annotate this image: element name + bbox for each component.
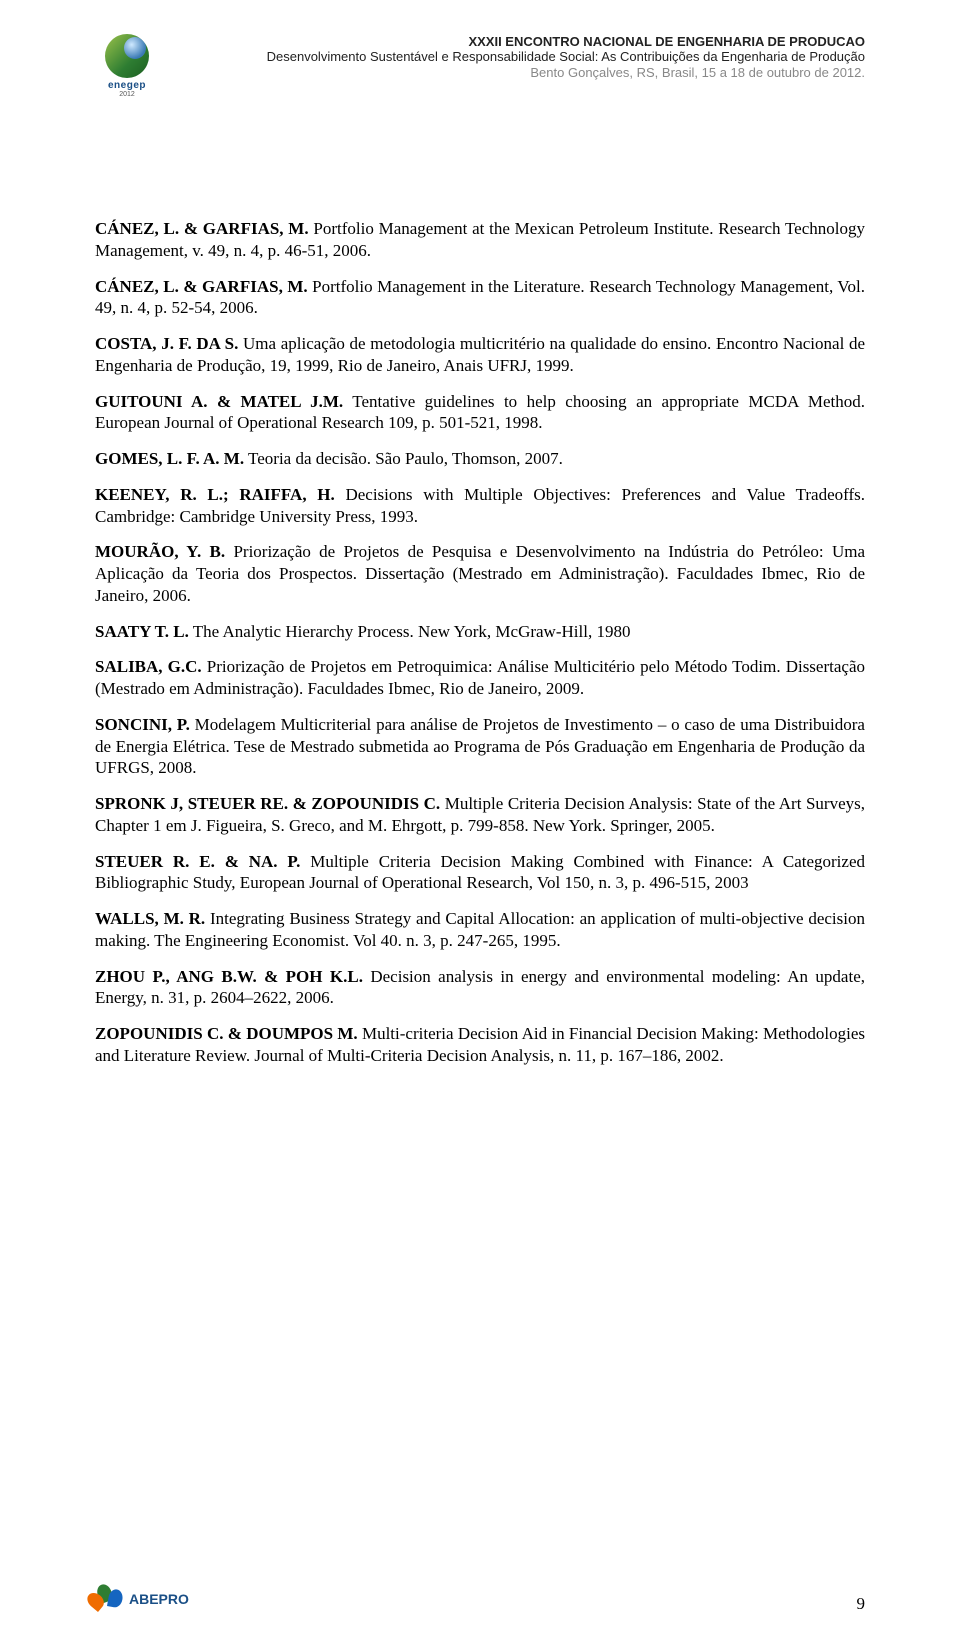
enegep-logo-circle bbox=[105, 34, 149, 78]
abepro-logo-icon bbox=[95, 1584, 125, 1614]
page-number: 9 bbox=[857, 1594, 866, 1614]
globe-icon bbox=[124, 37, 146, 59]
reference-entry: MOURÃO, Y. B. Priorização de Projetos de… bbox=[95, 541, 865, 606]
reference-entry: SPRONK J, STEUER RE. & ZOPOUNIDIS C. Mul… bbox=[95, 793, 865, 837]
header-title: XXXII ENCONTRO NACIONAL DE ENGENHARIA DE… bbox=[173, 34, 865, 49]
reference-entry: CÁNEZ, L. & GARFIAS, M. Portfolio Manage… bbox=[95, 218, 865, 262]
reference-author: ZOPOUNIDIS C. & DOUMPOS M. bbox=[95, 1024, 358, 1043]
reference-entry: ZOPOUNIDIS C. & DOUMPOS M. Multi-criteri… bbox=[95, 1023, 865, 1067]
reference-author: COSTA, J. F. DA S. bbox=[95, 334, 238, 353]
header-subtitle: Desenvolvimento Sustentável e Responsabi… bbox=[173, 49, 865, 65]
reference-entry: WALLS, M. R. Integrating Business Strate… bbox=[95, 908, 865, 952]
enegep-logo: enegep 2012 bbox=[95, 34, 159, 98]
references-list: CÁNEZ, L. & GARFIAS, M. Portfolio Manage… bbox=[95, 218, 865, 1067]
reference-author: ZHOU P., ANG B.W. & POH K.L. bbox=[95, 967, 363, 986]
abepro-logo-text: ABEPRO bbox=[129, 1591, 189, 1607]
reference-author: MOURÃO, Y. B. bbox=[95, 542, 225, 561]
reference-author: KEENEY, R. L.; RAIFFA, H. bbox=[95, 485, 335, 504]
reference-author: SONCINI, P. bbox=[95, 715, 190, 734]
reference-author: WALLS, M. R. bbox=[95, 909, 205, 928]
reference-entry: GUITOUNI A. & MATEL J.M. Tentative guide… bbox=[95, 391, 865, 435]
reference-author: GUITOUNI A. & MATEL J.M. bbox=[95, 392, 343, 411]
reference-text: Modelagem Multicriterial para análise de… bbox=[95, 715, 865, 778]
reference-entry: COSTA, J. F. DA S. Uma aplicação de meto… bbox=[95, 333, 865, 377]
reference-text: Integrating Business Strategy and Capita… bbox=[95, 909, 865, 950]
reference-entry: SAATY T. L. The Analytic Hierarchy Proce… bbox=[95, 621, 865, 643]
reference-entry: GOMES, L. F. A. M. Teoria da decisão. Sã… bbox=[95, 448, 865, 470]
reference-author: CÁNEZ, L. & GARFIAS, M. bbox=[95, 219, 309, 238]
reference-author: SPRONK J, STEUER RE. & ZOPOUNIDIS C. bbox=[95, 794, 440, 813]
reference-author: SAATY T. L. bbox=[95, 622, 189, 641]
reference-entry: KEENEY, R. L.; RAIFFA, H. Decisions with… bbox=[95, 484, 865, 528]
reference-author: CÁNEZ, L. & GARFIAS, M. bbox=[95, 277, 308, 296]
enegep-logo-year: 2012 bbox=[119, 91, 135, 98]
reference-author: GOMES, L. F. A. M. bbox=[95, 449, 244, 468]
reference-text: Teoria da decisão. São Paulo, Thomson, 2… bbox=[244, 449, 563, 468]
reference-entry: STEUER R. E. & NA. P. Multiple Criteria … bbox=[95, 851, 865, 895]
reference-entry: CÁNEZ, L. & GARFIAS, M. Portfolio Manage… bbox=[95, 276, 865, 320]
reference-author: STEUER R. E. & NA. P. bbox=[95, 852, 300, 871]
enegep-logo-text: enegep bbox=[108, 80, 146, 91]
page-header: enegep 2012 XXXII ENCONTRO NACIONAL DE E… bbox=[95, 34, 865, 98]
header-text-block: XXXII ENCONTRO NACIONAL DE ENGENHARIA DE… bbox=[173, 34, 865, 80]
reference-entry: SALIBA, G.C. Priorização de Projetos em … bbox=[95, 656, 865, 700]
reference-entry: SONCINI, P. Modelagem Multicriterial par… bbox=[95, 714, 865, 779]
reference-text: The Analytic Hierarchy Process. New York… bbox=[189, 622, 631, 641]
reference-author: SALIBA, G.C. bbox=[95, 657, 202, 676]
reference-entry: ZHOU P., ANG B.W. & POH K.L. Decision an… bbox=[95, 966, 865, 1010]
header-location: Bento Gonçalves, RS, Brasil, 15 a 18 de … bbox=[173, 65, 865, 80]
abepro-logo: ABEPRO bbox=[95, 1584, 189, 1614]
reference-text: Priorização de Projetos em Petroquimica:… bbox=[95, 657, 865, 698]
page-footer: ABEPRO 9 bbox=[95, 1580, 865, 1614]
